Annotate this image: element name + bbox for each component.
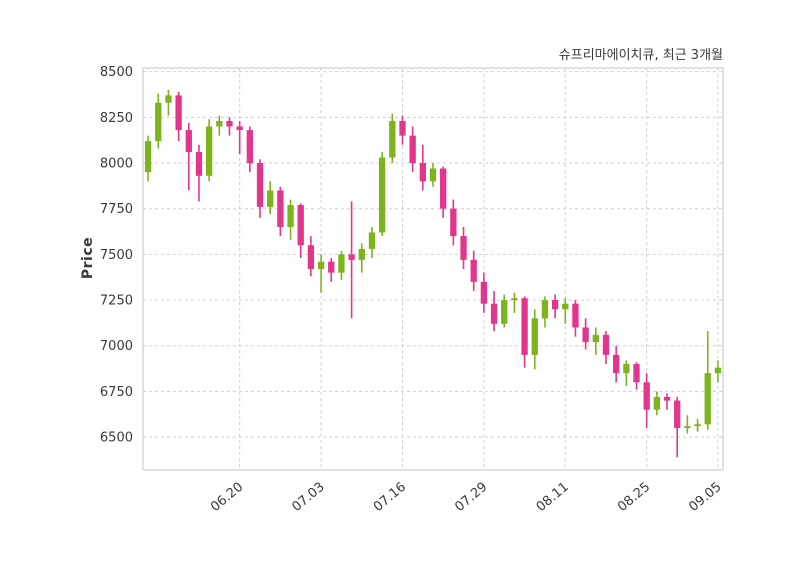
candle-body-up [653, 396, 661, 410]
candle-body-up [368, 232, 376, 249]
candle-body-up [501, 300, 508, 324]
candle-body-down [409, 135, 416, 164]
candle-body-down [236, 126, 243, 131]
candle-body-up [714, 367, 722, 374]
candle-body-down [521, 298, 528, 355]
candle-body-down [490, 303, 498, 324]
candle-body-down [480, 281, 488, 304]
candle-body-down [450, 208, 457, 237]
candle-body-down [185, 130, 192, 153]
x-tick-label: 09.05 [686, 480, 724, 515]
candle-body-down [572, 303, 579, 328]
candle-body-up [511, 298, 518, 301]
candle-body-down [663, 396, 671, 401]
candle-body-down [399, 120, 406, 136]
candle-body-up [287, 205, 294, 227]
candle-body-up [378, 157, 386, 233]
candle-body-up [694, 424, 701, 427]
candle-body-up [623, 364, 630, 374]
candle-body-down [297, 205, 304, 246]
x-tick-label: 07.16 [371, 480, 409, 515]
candle-body-up [358, 248, 365, 260]
candle-body-up [541, 300, 549, 319]
x-tick-label: 08.11 [534, 480, 572, 515]
candle-body-down [633, 364, 640, 383]
candle-body-down [246, 130, 253, 164]
candle-body-up [165, 95, 172, 103]
candle-body-down [460, 236, 467, 260]
x-tick-label: 06.20 [208, 480, 246, 515]
candle-body-down [419, 163, 426, 182]
candle-body-up [429, 168, 437, 182]
y-tick-label: 7000 [100, 339, 133, 354]
candle-body-up [684, 426, 691, 428]
candle-body-down [307, 245, 315, 269]
candle-body-down [470, 259, 477, 282]
candle-body-down [613, 354, 620, 374]
y-tick-label: 7250 [100, 294, 133, 309]
y-tick-label: 6750 [100, 385, 133, 400]
x-tick-label: 08.25 [615, 480, 653, 515]
candle-body-up [144, 141, 152, 173]
candle-body-down [674, 400, 681, 428]
y-tick-label: 8500 [100, 65, 133, 80]
candle-body-down [551, 300, 559, 310]
candle-body-up [205, 126, 213, 176]
y-tick-label: 8250 [100, 111, 133, 126]
y-tick-label: 6500 [100, 431, 133, 446]
candle-body-down [226, 120, 233, 127]
chart-title: 슈프리마에이치큐, 최근 3개월 [558, 48, 723, 63]
candle-body-down [195, 152, 203, 176]
x-tick-label: 07.03 [289, 480, 327, 515]
candle-body-up [562, 303, 569, 310]
candle-body-down [643, 382, 650, 410]
plot-border [142, 67, 724, 471]
y-tick-label: 7500 [100, 248, 133, 263]
candle-body-up [317, 261, 325, 269]
candle-body-up [338, 254, 345, 273]
candle-body-down [582, 327, 589, 343]
candle-body-up [531, 318, 538, 355]
x-tick-label: 07.29 [452, 480, 490, 515]
y-tick-label: 7750 [100, 202, 133, 217]
candle-body-down [175, 95, 182, 131]
candle-body-up [592, 334, 599, 343]
candle-body-up [704, 373, 711, 425]
candle-body-down [348, 254, 355, 260]
candle-body-up [155, 102, 162, 142]
candle-body-up [216, 120, 223, 127]
candle-body-up [267, 190, 274, 207]
y-tick-label: 8000 [100, 157, 133, 172]
candle-body-down [328, 261, 335, 273]
candle-body-down [256, 163, 264, 207]
candle-body-down [602, 334, 610, 355]
candle-body-down [440, 168, 447, 209]
candle-body-up [389, 120, 396, 158]
candle-body-down [277, 190, 284, 227]
